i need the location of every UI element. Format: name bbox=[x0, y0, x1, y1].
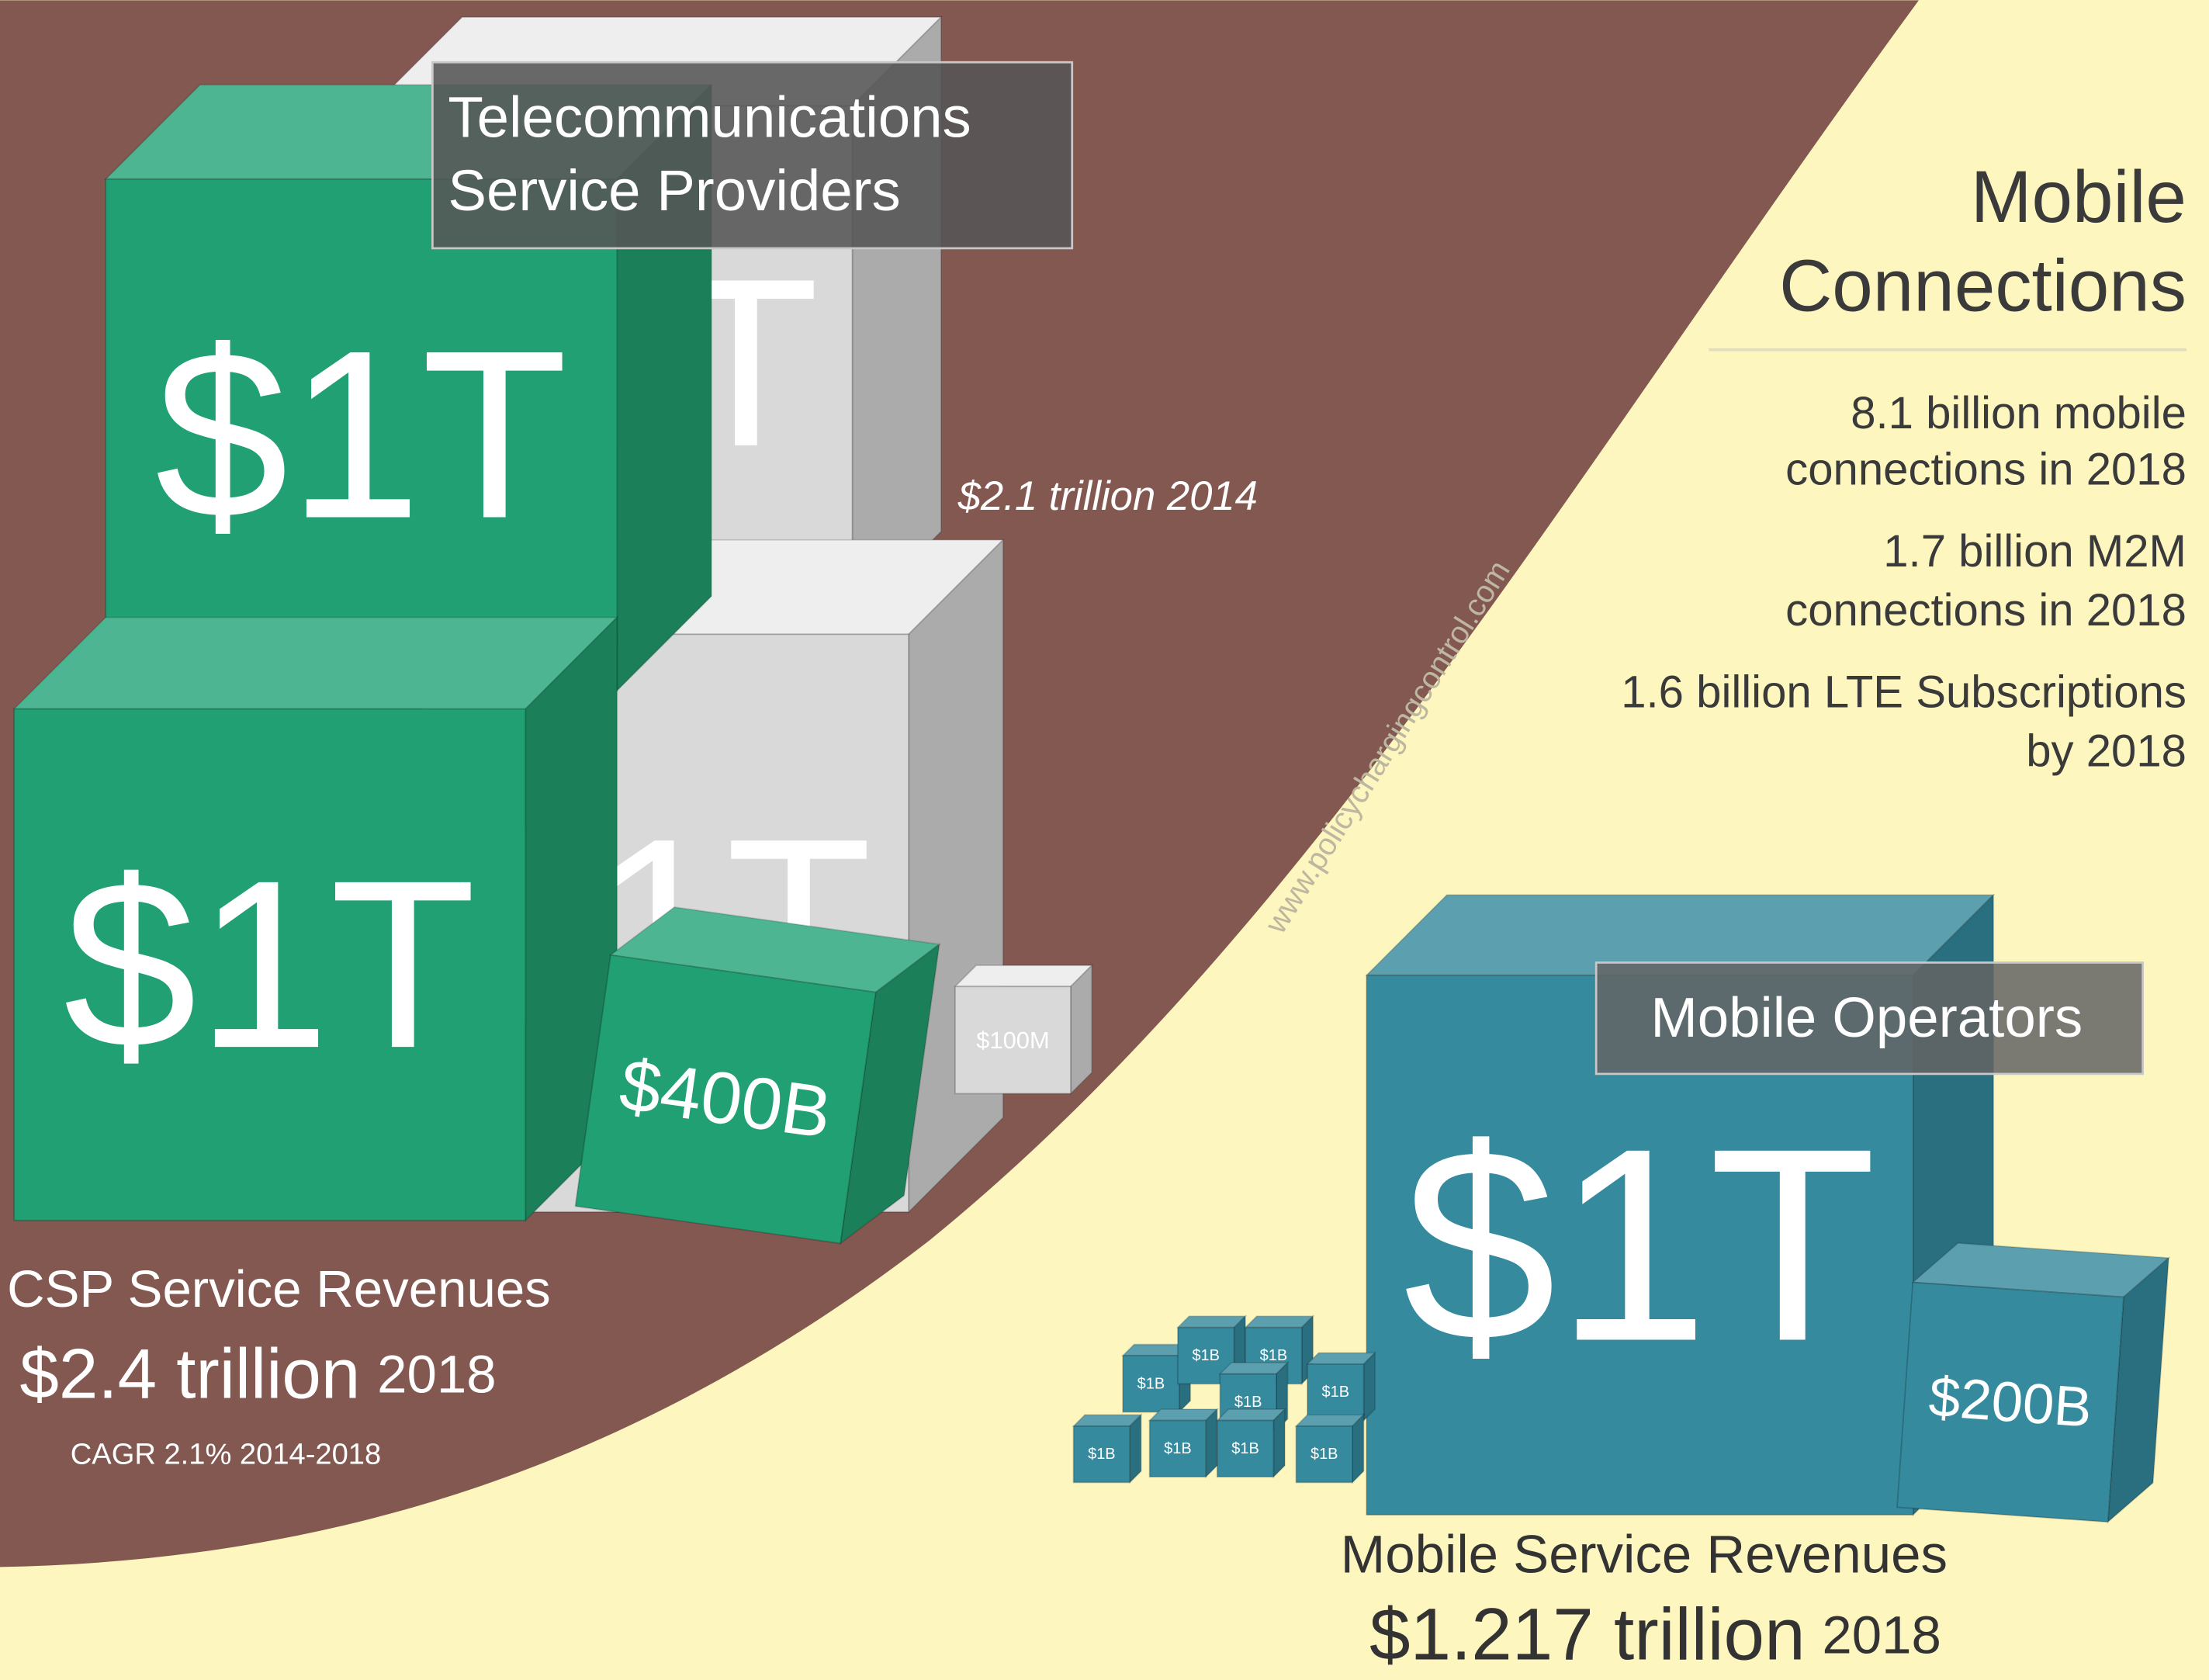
right-total: $1.217 trillion 2018 bbox=[1369, 1594, 1941, 1675]
cube: $1T bbox=[14, 618, 617, 1221]
total-value: $1.217 trillion bbox=[1369, 1594, 1806, 1675]
cube-label: $1B bbox=[1322, 1384, 1350, 1401]
cube-label: $1T bbox=[155, 301, 568, 568]
cube-label: $1B bbox=[1311, 1446, 1338, 1463]
cube-side bbox=[1130, 1415, 1141, 1482]
cagr: CAGR 2.1% 2014-2018 bbox=[71, 1438, 381, 1471]
cube: $1B bbox=[1307, 1353, 1375, 1420]
stat-line: 8.1 billion mobile bbox=[1851, 388, 2186, 438]
stat-line: 1.6 billion LTE Subscriptions bbox=[1621, 667, 2186, 717]
stat-line: connections in 2018 bbox=[1785, 444, 2186, 494]
total-year: 2018 bbox=[377, 1344, 496, 1404]
page: { "left": { "title": ["Telecommunication… bbox=[0, 0, 2209, 1680]
cube-side bbox=[1206, 1409, 1217, 1477]
cube-label: $200B bbox=[1927, 1365, 2093, 1439]
left-caption: CSP Service Revenues bbox=[7, 1260, 551, 1318]
cube-label: $1B bbox=[1260, 1347, 1288, 1364]
stat-line: 1.7 billion M2M bbox=[1883, 526, 2186, 577]
stat-line: by 2018 bbox=[2026, 726, 2186, 777]
cube: $1B bbox=[1074, 1415, 1141, 1482]
cube-top bbox=[14, 618, 617, 709]
cube: $200B bbox=[1897, 1240, 2169, 1525]
cube: $100M bbox=[955, 965, 1092, 1093]
cube-side bbox=[1364, 1353, 1376, 1420]
total-value: $2.4 trillion bbox=[19, 1335, 360, 1413]
left-title: Telecommunications bbox=[448, 85, 971, 150]
cube: $1B bbox=[1296, 1415, 1363, 1482]
cube: $1B bbox=[1217, 1409, 1285, 1477]
cube-label: $1B bbox=[1192, 1347, 1220, 1364]
left-total: $2.4 trillion 2018 bbox=[19, 1335, 496, 1413]
cube-side bbox=[1071, 965, 1092, 1093]
right-title: Connections bbox=[1779, 245, 2186, 327]
cube-label: $1B bbox=[1088, 1446, 1116, 1463]
total-year: 2018 bbox=[1822, 1605, 1941, 1664]
cube-label: $1B bbox=[1234, 1394, 1262, 1411]
cube: $1B bbox=[1150, 1409, 1217, 1477]
left-title: Service Providers bbox=[448, 158, 900, 223]
cube: $400B bbox=[576, 899, 940, 1252]
cube-label: $100M bbox=[976, 1027, 1049, 1054]
stat-line: connections in 2018 bbox=[1785, 585, 2186, 636]
cube-side bbox=[909, 540, 1003, 1212]
infographic: $1T$1T$100M$1T$1T$400B$1T$200B$1B$1B$1B$… bbox=[0, 0, 2209, 1680]
cube-label: $1B bbox=[1164, 1440, 1192, 1457]
cube-label: $1B bbox=[1137, 1375, 1165, 1392]
note: $2.1 trillion 2014 bbox=[957, 473, 1258, 519]
cube-side bbox=[1352, 1415, 1364, 1482]
right-caption: Mobile Service Revenues bbox=[1341, 1525, 1948, 1585]
cube-top bbox=[955, 965, 1092, 986]
cube-label: $1T bbox=[64, 831, 476, 1098]
cube-label: $1B bbox=[1231, 1440, 1259, 1457]
badge: Mobile Operators bbox=[1650, 986, 2083, 1049]
cube-side bbox=[1273, 1409, 1285, 1477]
cube-label: $1T bbox=[1403, 1092, 1876, 1399]
right-title: Mobile bbox=[1971, 157, 2186, 238]
